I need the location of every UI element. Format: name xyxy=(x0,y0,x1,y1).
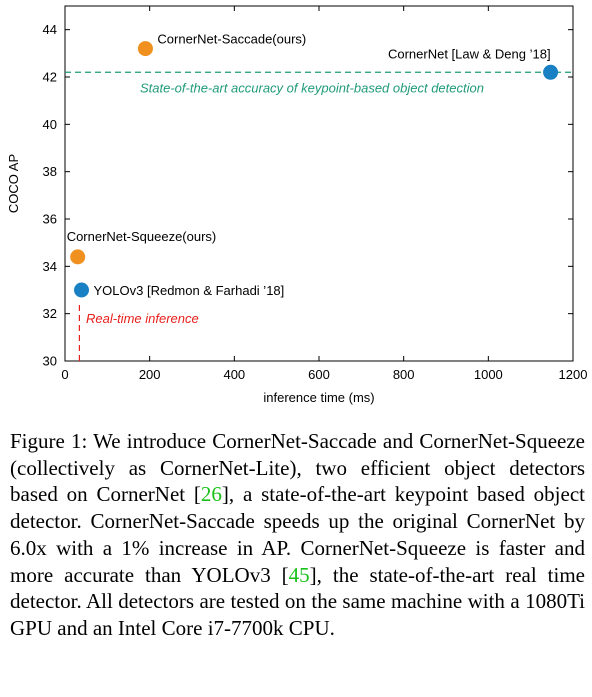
scatter-chart: 0 200 400 600 800 1000 1200 30 32 34 36 38 40 42 44 St… xyxy=(6,5,588,405)
horizontal-reference-annotation: State-of-the-art accuracy of keypoint-ba… xyxy=(140,80,484,95)
y-tick-label: 36 xyxy=(43,212,57,227)
y-tick-label: 42 xyxy=(43,70,57,85)
y-tick-label: 44 xyxy=(43,22,57,37)
data-point-marker xyxy=(70,249,86,265)
data-point-marker xyxy=(74,282,90,298)
citation-link-45[interactable]: 45 xyxy=(288,562,310,587)
y-axis-title: COCO AP xyxy=(6,154,21,213)
data-point-label: CornerNet-Squeeze(ours) xyxy=(67,229,217,244)
citation-link-26[interactable]: 26 xyxy=(200,482,222,507)
figure-caption: Figure 1: We introduce CornerNet-Saccade… xyxy=(10,428,585,642)
y-tick-label: 32 xyxy=(43,306,57,321)
axes: 0 200 400 600 800 1000 1200 30 32 34 36 38 40 42 44 xyxy=(43,5,588,382)
x-tick-label: 400 xyxy=(223,367,245,382)
caption-text-prefix: Figure 1: We introduce CornerNet-Saccade… xyxy=(10,429,585,507)
reference-lines: State-of-the-art accuracy of keypoint-ba… xyxy=(65,71,573,361)
y-tick-label: 30 xyxy=(43,354,57,369)
x-tick-label: 600 xyxy=(308,367,330,382)
y-tick-label: 34 xyxy=(43,259,57,274)
data-point-marker xyxy=(543,64,559,80)
x-tick-label: 200 xyxy=(139,367,161,382)
caption-text-middle: ], a state-of-the-art keypoint based obj… xyxy=(10,482,585,587)
vertical-reference-annotation: Real-time inference xyxy=(86,311,199,326)
y-tick-label: 40 xyxy=(43,117,57,132)
data-point-label: CornerNet [Law & Deng ’18] xyxy=(388,46,551,61)
data-point-label: YOLOv3 [Redmon & Farhadi ’18] xyxy=(94,283,285,298)
x-tick-label: 1200 xyxy=(559,367,588,382)
caption-text-suffix: ], the state-of-the-art real time detect… xyxy=(10,562,585,640)
x-tick-label: 0 xyxy=(61,367,68,382)
data-point-label: CornerNet-Saccade(ours) xyxy=(157,32,306,47)
data-point-marker xyxy=(137,41,153,57)
data-points: CornerNet-Saccade(ours) CornerNet [Law & … xyxy=(67,32,559,298)
x-tick-label: 1000 xyxy=(474,367,503,382)
y-tick-label: 38 xyxy=(43,164,57,179)
x-tick-label: 800 xyxy=(393,367,415,382)
x-axis-title: inference time (ms) xyxy=(263,390,374,405)
